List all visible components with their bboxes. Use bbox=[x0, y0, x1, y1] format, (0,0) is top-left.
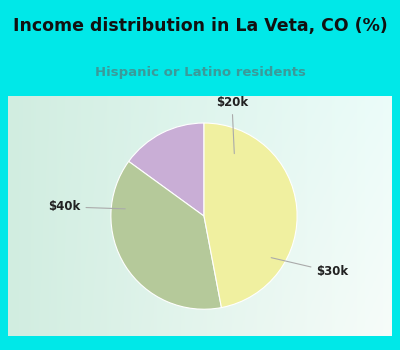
Text: $30k: $30k bbox=[271, 258, 348, 279]
Text: Hispanic or Latino residents: Hispanic or Latino residents bbox=[94, 66, 306, 79]
Text: $20k: $20k bbox=[216, 96, 248, 154]
Wedge shape bbox=[129, 123, 204, 216]
Wedge shape bbox=[111, 161, 222, 309]
Wedge shape bbox=[204, 123, 297, 308]
Text: Income distribution in La Veta, CO (%): Income distribution in La Veta, CO (%) bbox=[13, 17, 387, 35]
Text: $40k: $40k bbox=[48, 200, 125, 213]
